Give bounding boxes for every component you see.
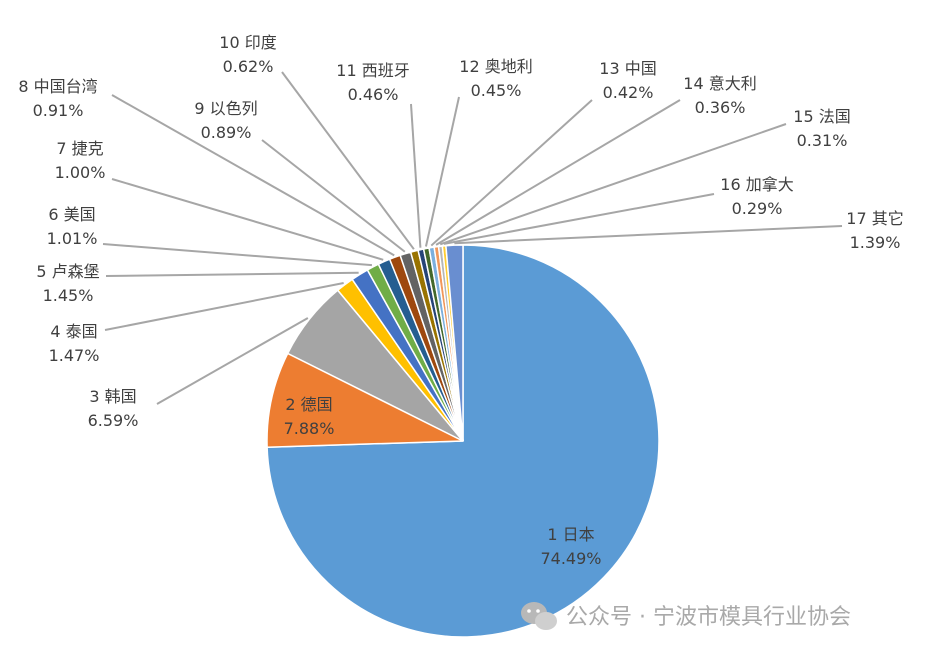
slice-category-label: 10 印度 (219, 33, 276, 52)
leader-line (424, 96, 460, 247)
slice-category-label: 2 德国 (285, 395, 332, 414)
slice-value-label: 1.39% (850, 233, 901, 252)
slice-value-label: 0.45% (471, 81, 522, 100)
slice-value-label: 1.01% (47, 229, 98, 248)
slice-value-label: 74.49% (540, 549, 601, 568)
slice-category-label: 13 中国 (599, 59, 656, 78)
leader-line (410, 103, 422, 248)
leader-line (102, 243, 373, 267)
leader-line (281, 71, 415, 250)
watermark: 公众号 · 宁波市模具行业协会 (521, 602, 851, 630)
slice-category-label: 3 韩国 (89, 387, 136, 406)
slice-category-label: 4 泰国 (50, 322, 97, 341)
leader-line (439, 123, 787, 246)
leader-line (156, 317, 309, 405)
slice-category-label: 17 其它 (846, 209, 903, 228)
watermark-text: 公众号 · 宁波市模具行业协会 (566, 605, 851, 630)
slice-value-label: 1.45% (43, 286, 94, 305)
wechat-icon (521, 602, 557, 630)
leader-line (104, 282, 344, 331)
slice-value-label: 0.31% (797, 131, 848, 150)
slice-category-label: 8 中国台湾 (18, 77, 97, 96)
pie-slice (266, 352, 464, 448)
leader-line (454, 225, 843, 245)
slice-category-label: 16 加拿大 (720, 175, 793, 194)
slice-labels: 1 日本 74.49% 2 德国 7.88% 3 韩国 6.59% 4 泰国 1.47% 5 卢… (18, 33, 903, 568)
leader-line (443, 193, 715, 245)
slice-category-label: 11 西班牙 (336, 61, 409, 80)
pie-slice (445, 244, 464, 442)
slice-value-label: 0.62% (223, 57, 274, 76)
slice-category-label: 1 日本 (547, 525, 594, 544)
leader-line (430, 99, 593, 247)
leader-line (261, 139, 406, 253)
slice-category-label: 12 奥地利 (459, 57, 532, 76)
slice-value-label: 0.89% (201, 123, 252, 142)
slice-category-label: 9 以色列 (194, 99, 257, 118)
slice-category-label: 14 意大利 (683, 74, 756, 93)
slice-value-label: 0.36% (695, 98, 746, 117)
slice-value-label: 0.29% (732, 199, 783, 218)
slice-value-label: 0.46% (348, 85, 399, 104)
slice-value-label: 7.88% (284, 419, 335, 438)
leader-line (111, 94, 395, 257)
slice-value-label: 1.47% (49, 346, 100, 365)
leader-line (435, 99, 681, 246)
slice-value-label: 6.59% (88, 411, 139, 430)
slice-value-label: 0.42% (603, 83, 654, 102)
slice-category-label: 6 美国 (48, 205, 95, 224)
slice-category-label: 5 卢森堡 (36, 262, 99, 281)
pie-slices (266, 244, 660, 638)
slice-category-label: 15 法国 (793, 107, 850, 126)
slice-value-label: 0.91% (33, 101, 84, 120)
slice-value-label: 1.00% (55, 163, 106, 182)
slice-category-label: 7 捷克 (56, 139, 103, 158)
leader-line (105, 271, 359, 277)
leader-line (111, 178, 384, 261)
leader-lines (102, 71, 843, 405)
